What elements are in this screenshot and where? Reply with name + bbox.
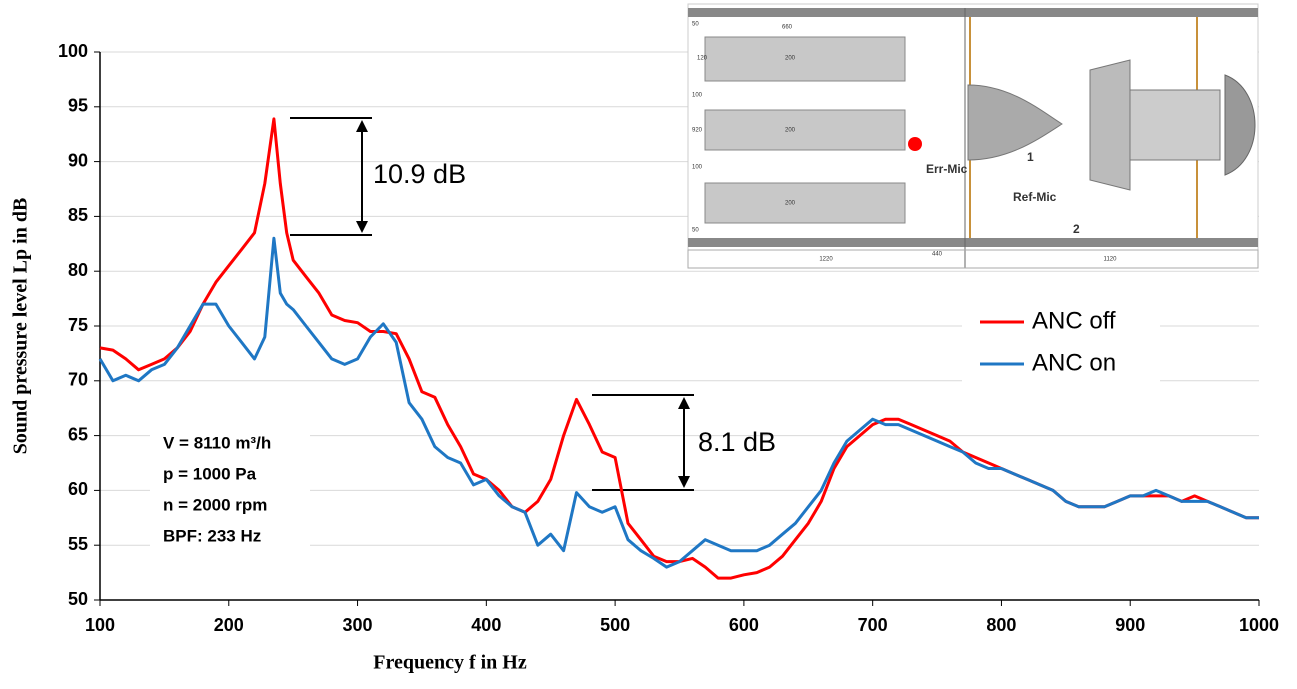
y-tick-label: 95: [68, 96, 88, 116]
x-axis-title: Frequency f in Hz: [373, 652, 527, 674]
dimension: 440: [932, 252, 943, 258]
fan: [1090, 60, 1130, 190]
dimension: 200: [785, 128, 796, 134]
x-tick-label: 300: [343, 615, 373, 635]
y-tick-label: 90: [68, 150, 88, 170]
ref-mic-label: Ref-Mic: [1013, 190, 1057, 204]
x-tick-label: 500: [600, 615, 630, 635]
y-tick-label: 100: [58, 41, 88, 61]
baffle: [705, 110, 905, 150]
y-tick-label: 65: [68, 424, 88, 444]
x-tick-label: 900: [1115, 615, 1145, 635]
dimension: 1220: [819, 257, 833, 263]
annotation: 10.9 dB: [373, 159, 466, 189]
y-tick-label: 75: [68, 315, 88, 335]
x-tick-label: 100: [85, 615, 115, 635]
parameter: BPF: 233 Hz: [163, 526, 261, 545]
dimension: 50: [692, 22, 699, 28]
motor: [1130, 90, 1220, 160]
x-tick-label: 600: [729, 615, 759, 635]
duct-wall: [688, 238, 1258, 247]
baffle: [705, 37, 905, 81]
err-mic-dot: [908, 137, 922, 151]
dimension: 100: [692, 165, 703, 171]
chart: 660 120 200 200 200 100 920 100 50 50 Er…: [0, 0, 1297, 684]
dimension: 120: [697, 56, 708, 62]
err-mic-label: Err-Mic: [926, 162, 968, 176]
y-tick-label: 85: [68, 205, 88, 225]
bracket: [290, 118, 694, 490]
x-tick-label: 1000: [1239, 615, 1279, 635]
y-axis-title: Sound pressure level Lp in dB: [10, 198, 32, 455]
parameter: p = 1000 Pa: [163, 464, 257, 483]
dimension: 100: [692, 93, 703, 99]
mic-number: 2: [1073, 222, 1080, 236]
x-tick-label: 700: [858, 615, 888, 635]
dimension: 200: [785, 201, 796, 207]
dimension: 920: [692, 128, 703, 134]
annotation: 8.1 dB: [698, 427, 776, 457]
dimension: 660: [782, 25, 793, 31]
duct-wall: [688, 8, 1258, 17]
x-tick-label: 200: [214, 615, 244, 635]
dimension: 1120: [1104, 257, 1118, 263]
mic-number: 1: [1027, 150, 1034, 164]
y-tick-label: 60: [68, 479, 88, 499]
y-tick-label: 50: [68, 589, 88, 609]
legend-label: ANC off: [1032, 307, 1116, 334]
legend-label: ANC on: [1032, 349, 1116, 376]
parameter: n = 2000 rpm: [163, 495, 267, 514]
baffle: [705, 183, 905, 223]
y-tick-label: 55: [68, 534, 88, 554]
y-tick-label: 70: [68, 370, 88, 390]
x-tick-label: 400: [471, 615, 501, 635]
x-tick-label: 800: [986, 615, 1016, 635]
dimension: 50: [692, 228, 699, 234]
dimension: 200: [785, 56, 796, 62]
y-tick-label: 80: [68, 260, 88, 280]
parameter: V = 8110 m³/h: [163, 433, 271, 452]
inset-diagram: 660 120 200 200 200 100 920 100 50 50 Er…: [688, 4, 1258, 268]
